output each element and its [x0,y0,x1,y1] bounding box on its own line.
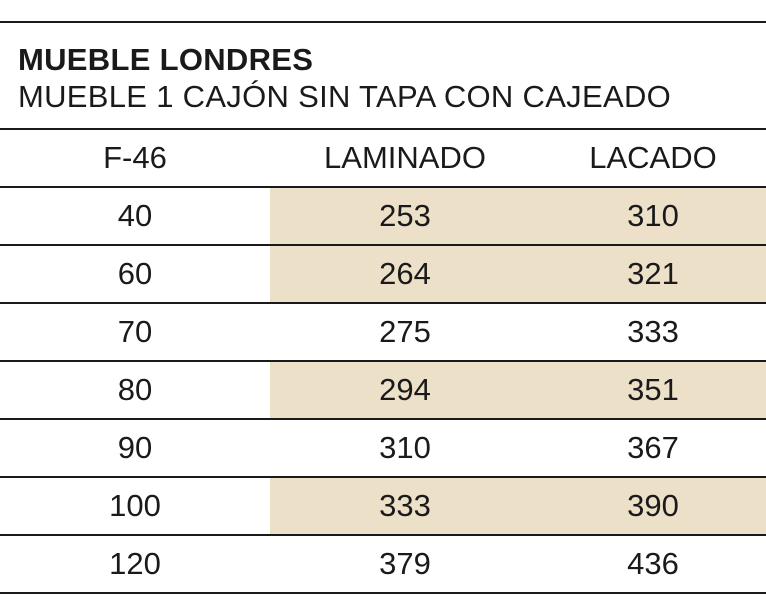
product-title: MUEBLE LONDRES [18,42,314,77]
cell-lacado: 351 [540,361,766,420]
cell-size: 70 [0,303,270,362]
table-body: 40 253 310 60 264 321 70 275 333 80 294 … [0,187,766,594]
cell-laminado: 379 [270,535,540,594]
title-bottom-rule [0,128,766,130]
table-header-row: F-46 LAMINADO LACADO [0,130,766,188]
table-row: 100 333 390 [0,477,766,536]
table-row: 80 294 351 [0,361,766,420]
cell-laminado: 275 [270,303,540,362]
cell-laminado: 253 [270,187,540,246]
cell-size: 90 [0,419,270,478]
table-row: 90 310 367 [0,419,766,478]
cell-lacado: 367 [540,419,766,478]
table-row: 40 253 310 [0,187,766,246]
header-laminado: LAMINADO [270,130,540,188]
cell-size: 80 [0,361,270,420]
header-size: F-46 [0,130,270,188]
top-rule [0,21,766,23]
cell-lacado: 333 [540,303,766,362]
cell-size: 100 [0,477,270,536]
price-table: F-46 LAMINADO LACADO 40 253 310 60 264 3… [0,130,766,594]
table-row: 70 275 333 [0,303,766,362]
cell-size: 120 [0,535,270,594]
title-block: MUEBLE LONDRES MUEBLE 1 CAJÓN SIN TAPA C… [18,40,758,114]
cell-size: 40 [0,187,270,246]
table-row: 60 264 321 [0,245,766,304]
cell-laminado: 333 [270,477,540,536]
header-lacado: LACADO [540,130,766,188]
cell-laminado: 310 [270,419,540,478]
cell-laminado: 264 [270,245,540,304]
cell-lacado: 321 [540,245,766,304]
cell-lacado: 310 [540,187,766,246]
product-subtitle: MUEBLE 1 CAJÓN SIN TAPA CON CAJEADO [18,79,672,114]
cell-lacado: 390 [540,477,766,536]
cell-size: 60 [0,245,270,304]
cell-laminado: 294 [270,361,540,420]
cell-lacado: 436 [540,535,766,594]
table-row: 120 379 436 [0,535,766,594]
